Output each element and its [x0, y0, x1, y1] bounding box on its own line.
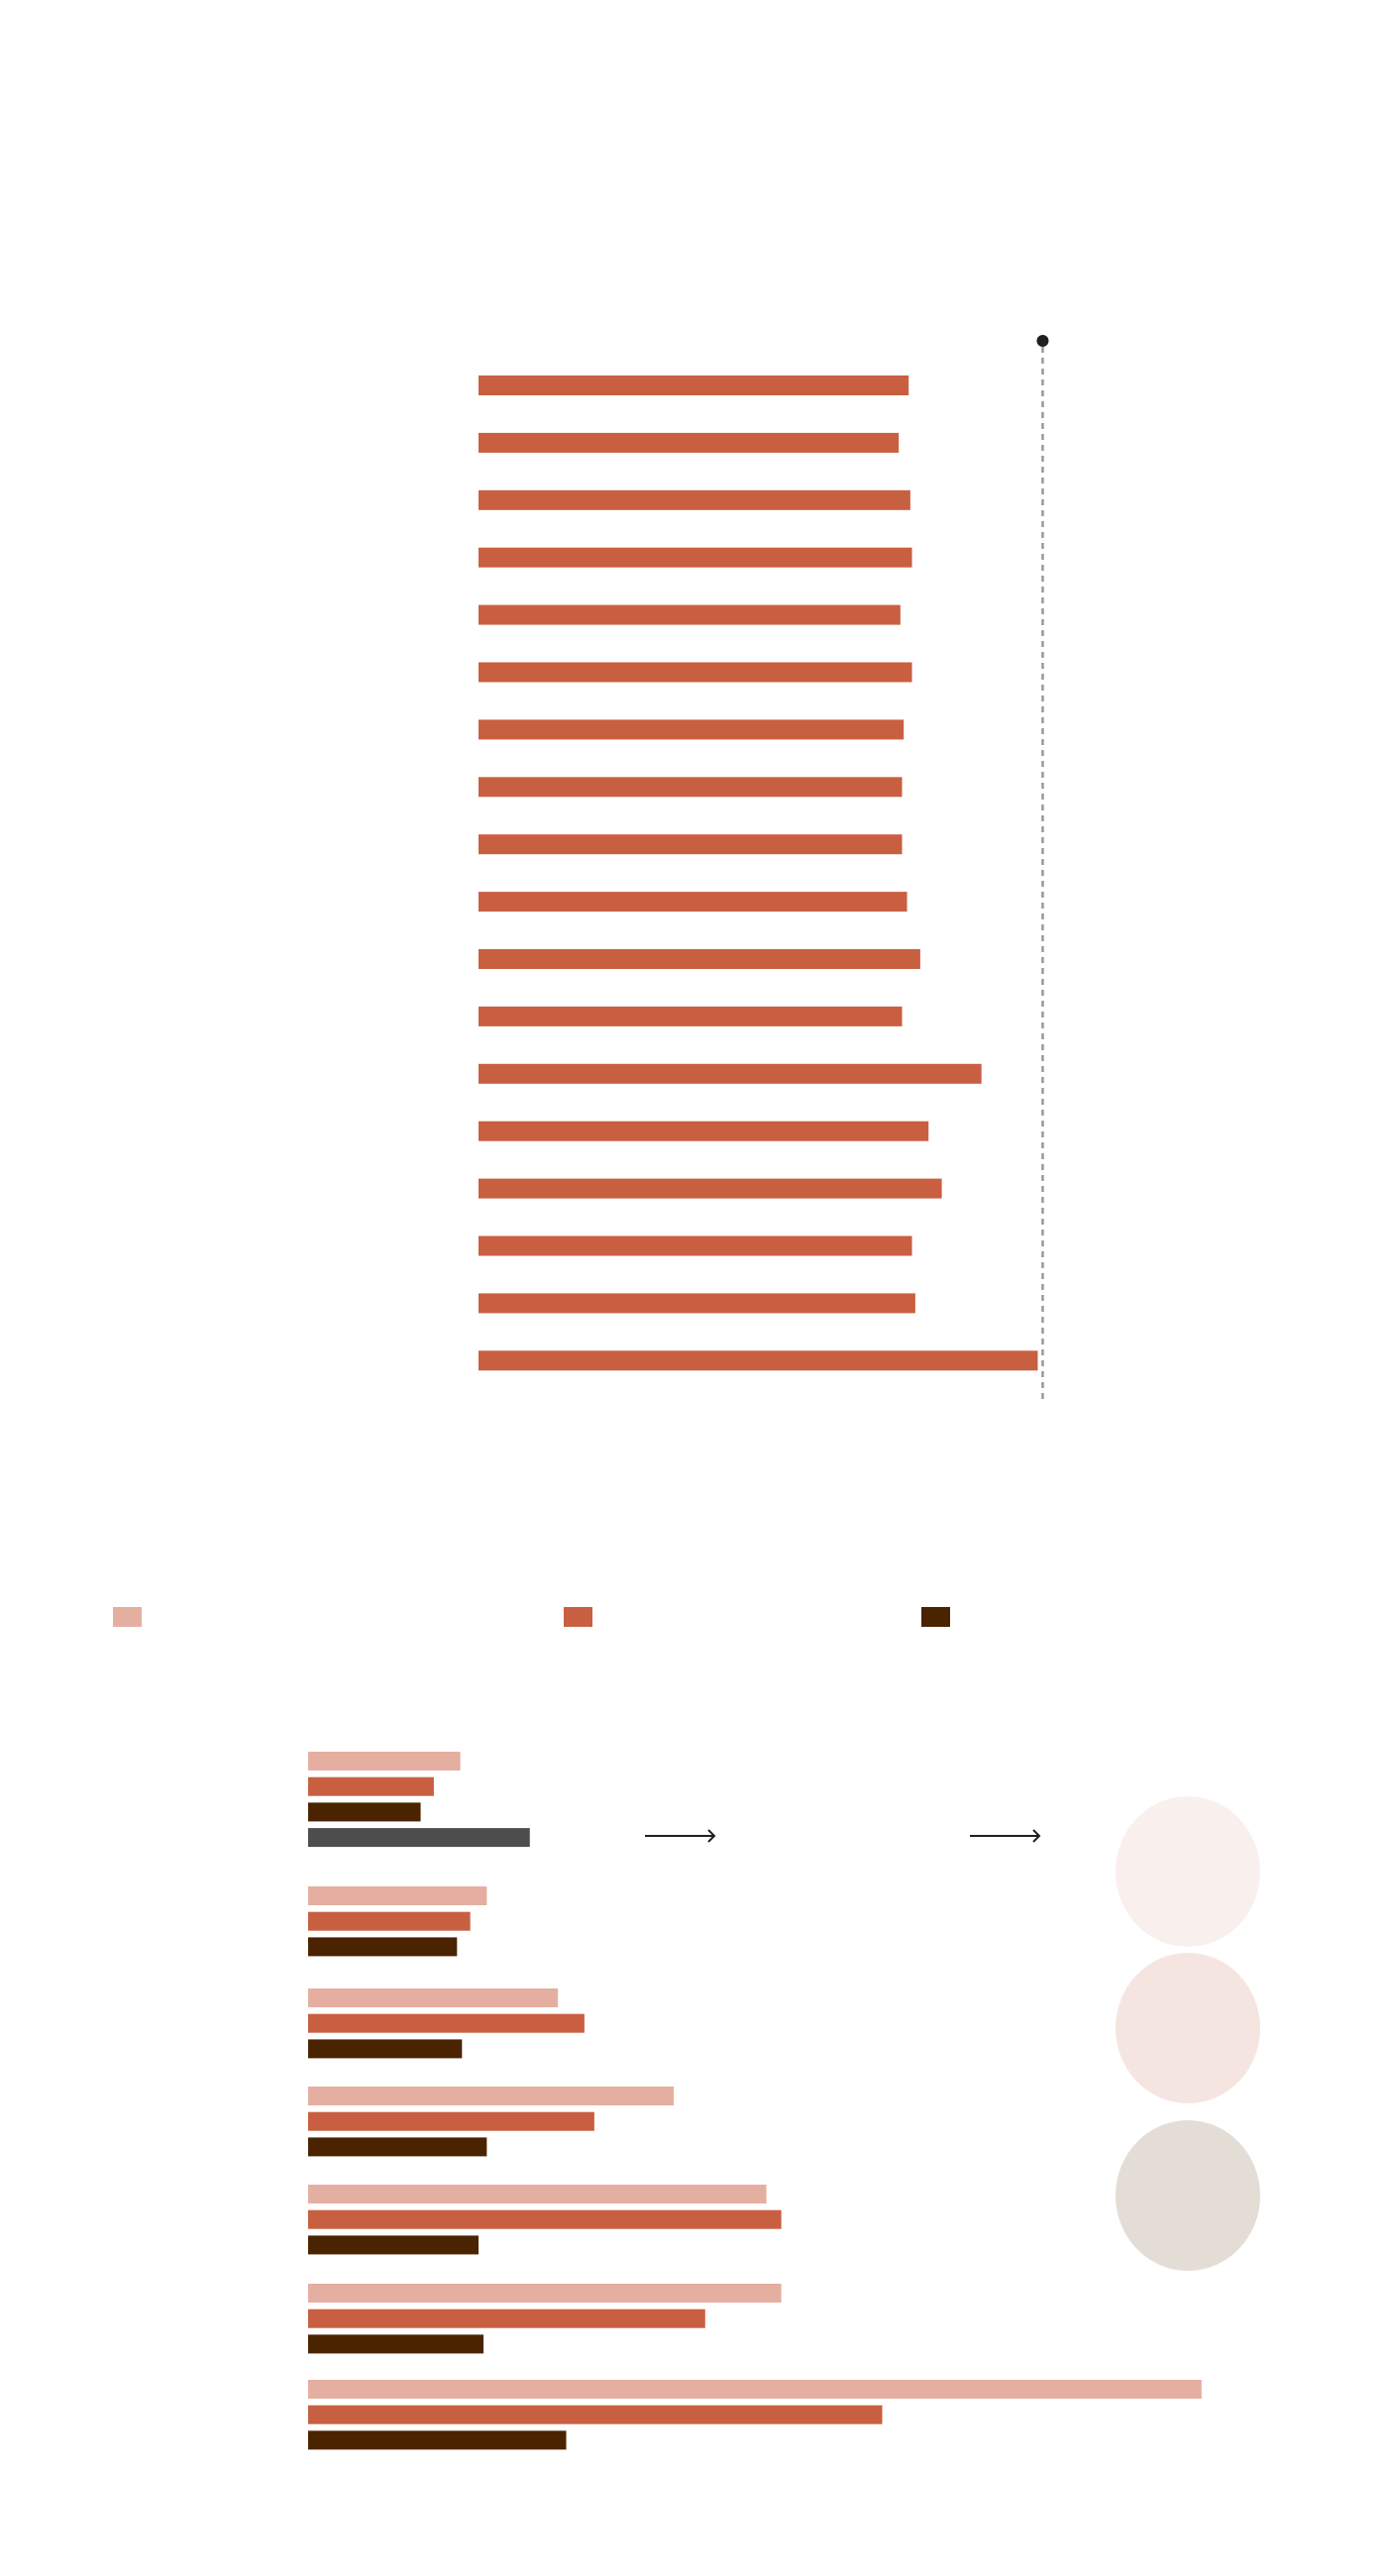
bar-group-1-mid	[308, 1776, 434, 1796]
bar-group-1-gray	[308, 1828, 530, 1848]
bar-group-5-dark	[308, 2235, 480, 2255]
bar-group-2-light	[308, 1886, 487, 1905]
bar-5	[479, 604, 901, 625]
bar-15	[479, 1178, 942, 1199]
bar-18	[479, 1350, 1038, 1371]
bar-2	[479, 432, 900, 453]
bar-group-3-light	[308, 1988, 559, 2007]
bar-7	[479, 719, 905, 740]
bar-12	[479, 1006, 903, 1026]
top-bar-chart	[479, 335, 1049, 1401]
bar-group-1-light	[308, 1752, 461, 1771]
bar-group-7-light	[308, 2380, 1202, 2399]
bar-group-4-light	[308, 2087, 675, 2105]
bar-group-5-light	[308, 2185, 767, 2203]
reference-marker-dot	[1036, 335, 1049, 347]
arrow-right-icon	[645, 1829, 716, 1843]
bar-group-1-dark	[308, 1802, 421, 1822]
legend-swatch-light	[113, 1607, 142, 1627]
bar-11	[479, 949, 920, 969]
legend-swatch-dark	[921, 1607, 950, 1627]
bar-group-3-mid	[308, 2013, 585, 2033]
bar-group-2-dark	[308, 1937, 458, 1957]
bar-group-4-dark	[308, 2137, 487, 2157]
bar-17	[479, 1293, 915, 1314]
bar-14	[479, 1121, 929, 1141]
bar-group-6-light	[308, 2284, 782, 2303]
circle-1	[1116, 1796, 1260, 1947]
grouped-bar-chart	[308, 1752, 1202, 2450]
legend	[113, 1607, 950, 1627]
bar-group-3-dark	[308, 2039, 463, 2059]
flow-diagram	[645, 1796, 1260, 2271]
bar-group-6-dark	[308, 2334, 484, 2354]
bar-group-4-mid	[308, 2111, 594, 2131]
bar-10	[479, 892, 907, 912]
bar-3	[479, 489, 910, 510]
bar-1	[479, 376, 909, 395]
bar-9	[479, 834, 903, 855]
bar-group-7-dark	[308, 2430, 567, 2450]
circle-3	[1116, 2120, 1260, 2271]
bar-8	[479, 777, 903, 798]
bar-group-5-mid	[308, 2209, 782, 2229]
bar-16	[479, 1235, 912, 1256]
bar-group-2-mid	[308, 1911, 471, 1931]
arrow-head	[707, 1829, 716, 1843]
bar-6	[479, 662, 912, 683]
arrow-right-icon	[970, 1829, 1041, 1843]
arrow-head	[1032, 1829, 1041, 1843]
bar-group-7-mid	[308, 2405, 883, 2424]
bar-group-6-mid	[308, 2308, 705, 2328]
bar-4	[479, 547, 912, 568]
circle-2	[1116, 1953, 1260, 2103]
bar-13	[479, 1063, 982, 1084]
legend-swatch-mid	[564, 1607, 592, 1627]
